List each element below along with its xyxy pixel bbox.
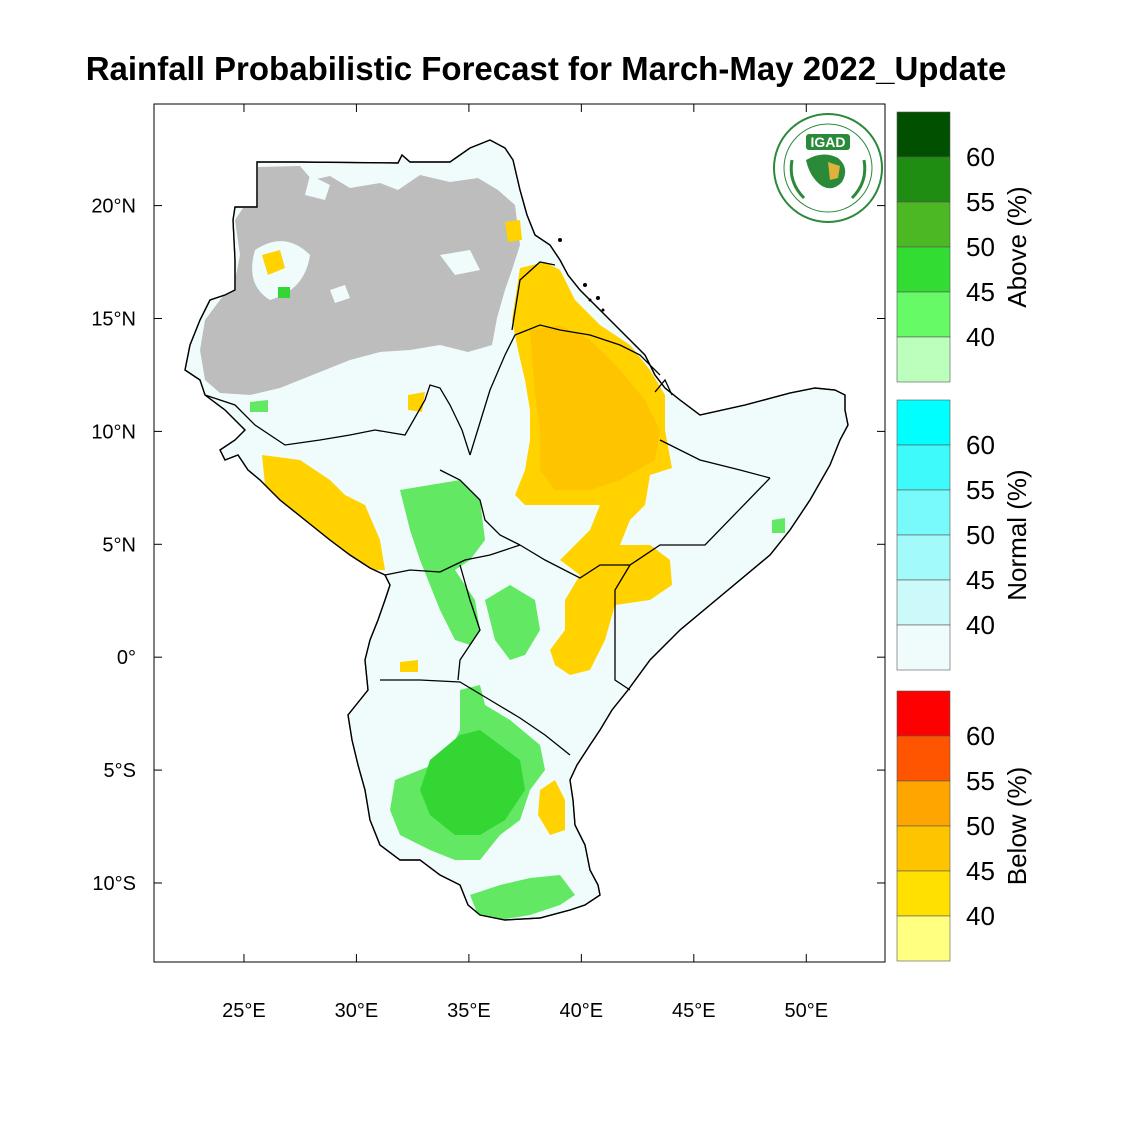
colorbar-title: Below (%) (1002, 767, 1032, 885)
colorbar-label: 60 (966, 430, 995, 460)
x-tick-label: 50°E (784, 1000, 828, 1022)
colorbar-label: 55 (966, 766, 995, 796)
forecast-shading (200, 166, 785, 920)
colorbar-cell (896, 735, 951, 782)
colorbar-cell (896, 291, 951, 338)
mask-gap (440, 250, 480, 275)
colorbar-label: 45 (966, 856, 995, 886)
colorbar-label: 60 (966, 721, 995, 751)
y-tick-label: 20°N (91, 196, 136, 218)
colorbar-label: 50 (966, 520, 995, 550)
above-normal-region (470, 875, 575, 920)
logo-banner (806, 134, 850, 150)
above-normal-region (400, 480, 485, 645)
colorbar-cell (896, 201, 951, 248)
above-normal-spot (278, 287, 290, 298)
colorbar-label: 45 (966, 277, 995, 307)
colorbar-label: 50 (966, 232, 995, 262)
above-normal-core (420, 730, 525, 835)
colorbar-cell (896, 579, 951, 626)
dry-mask-region (200, 166, 520, 395)
colorbar-label: 55 (966, 187, 995, 217)
y-tick-label: 10°S (92, 873, 136, 895)
y-tick-label: 5°N (102, 534, 136, 556)
y-tick-label: 5°S (104, 760, 136, 782)
below-normal-region (262, 455, 385, 570)
colorbar-cell (896, 399, 951, 446)
x-tick-label: 40°E (560, 1000, 604, 1022)
below-normal-core (530, 325, 660, 490)
y-tick-label: 10°N (91, 421, 136, 443)
x-tick-label: 25°E (222, 1000, 266, 1022)
red-sea-islands (558, 238, 605, 312)
y-tick-label: 15°N (91, 309, 136, 331)
africa-map-icon (806, 154, 846, 189)
colorbar-cell (896, 246, 951, 293)
coastline (184, 139, 849, 921)
colorbar-title: Above (%) (1002, 186, 1032, 307)
x-tick-label: 45°E (672, 1000, 716, 1022)
mask-gap (330, 285, 350, 303)
country-borders (204, 261, 771, 756)
igad-logo: IGAD (773, 113, 883, 223)
colorbar-cell (896, 489, 951, 536)
colorbar-label: 40 (966, 901, 995, 931)
above-normal-spot (772, 518, 785, 533)
map-area (184, 139, 849, 921)
y-axis: 20°N 15°N 10°N 5°N 0° 5°S 10°S (91, 196, 885, 895)
above-normal-region (485, 585, 540, 660)
colorbar-cell (896, 336, 951, 383)
above-normal-spot (250, 400, 268, 412)
below-normal-spot (400, 660, 418, 672)
colorbar-cell (896, 870, 951, 917)
colorbar-label: 50 (966, 811, 995, 841)
igad-region-icon (828, 162, 840, 180)
colorbar-label: 45 (966, 565, 995, 595)
mask-gap (305, 175, 330, 200)
y-tick-label: 0° (117, 647, 136, 669)
below-normal-spot (262, 250, 285, 275)
colorbar-label: 40 (966, 610, 995, 640)
colorbar-cell (896, 111, 951, 158)
logo-text: IGAD (811, 134, 846, 150)
colorbar-cell (896, 825, 951, 872)
x-tick-label: 30°E (335, 1000, 379, 1022)
colorbar-cell (896, 444, 951, 491)
colorbar-cell (896, 915, 951, 962)
colorbar-cell (896, 156, 951, 203)
x-tick-label: 35°E (447, 1000, 491, 1022)
right-laurel-icon (850, 159, 867, 200)
left-laurel-icon (789, 159, 806, 200)
colorbar-cell (896, 690, 951, 737)
x-axis: 25°E 30°E 35°E 40°E 45°E 50°E (222, 104, 828, 1022)
colorbar-label: 60 (966, 142, 995, 172)
colorbar-label: 55 (966, 475, 995, 505)
colorbar-cell (896, 624, 951, 671)
colorbar-title: Normal (%) (1002, 469, 1032, 600)
map-title: Rainfall Probabilistic Forecast for Marc… (85, 50, 1007, 87)
below-normal-spot (505, 220, 522, 242)
below-normal-region (538, 780, 565, 835)
colorbar-cell (896, 534, 951, 581)
colorbar-label: 40 (966, 322, 995, 352)
colorbar-cell (896, 780, 951, 827)
